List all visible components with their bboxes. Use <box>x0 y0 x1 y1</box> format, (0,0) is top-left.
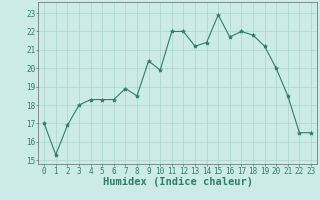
X-axis label: Humidex (Indice chaleur): Humidex (Indice chaleur) <box>103 177 252 187</box>
